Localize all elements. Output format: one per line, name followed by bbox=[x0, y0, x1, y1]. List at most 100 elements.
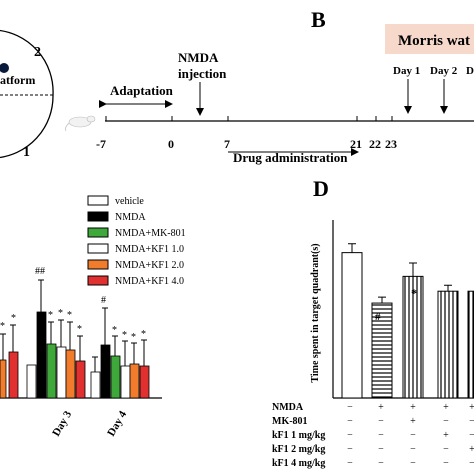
table-cell: − bbox=[410, 430, 416, 441]
bar-kf1-2 bbox=[129, 363, 140, 399]
star-label: * bbox=[112, 325, 117, 336]
quadrant-2-label: 2 bbox=[34, 45, 41, 60]
legend-swatch-vehicle bbox=[87, 195, 109, 206]
table-cell: − bbox=[347, 444, 353, 455]
tick-7: 7 bbox=[224, 137, 230, 151]
table-cell: − bbox=[378, 430, 384, 441]
panel-b-letter: B bbox=[311, 7, 326, 32]
star-label: * bbox=[48, 310, 53, 321]
row-label-nmda: NMDA bbox=[272, 402, 304, 413]
bar-vehicle bbox=[26, 364, 37, 399]
legend-mk801: NMDA+MK-801 bbox=[115, 228, 186, 239]
bars-left-group: * * bbox=[0, 313, 19, 399]
day-partial-label: D bbox=[466, 65, 474, 77]
table-cell: − bbox=[347, 458, 353, 469]
legend-swatch-kf1-1 bbox=[87, 243, 109, 254]
platform-dot bbox=[0, 63, 9, 73]
tick-0: 0 bbox=[168, 137, 174, 151]
table-cell: − bbox=[469, 416, 474, 427]
legend-swatch-kf1-2 bbox=[87, 259, 109, 270]
treatment-table: NMDA MK-801 kF1 1 mg/kg kF1 2 mg/kg kF1 … bbox=[272, 402, 474, 469]
table-cell: − bbox=[410, 444, 416, 455]
nmda-label: NMDA bbox=[178, 50, 219, 65]
table-cell: + bbox=[410, 402, 416, 413]
table-cell: − bbox=[347, 416, 353, 427]
timeline-ticks bbox=[105, 116, 393, 121]
table-cell: + bbox=[443, 430, 449, 441]
sig-hash: # bbox=[375, 311, 381, 323]
bars-day3: ## * * * * bbox=[26, 266, 86, 399]
y-axis-label: Time spent in target quadrant(s) bbox=[310, 243, 321, 382]
rat-icon bbox=[64, 115, 96, 132]
legend-kf1-4: NMDA+KF1 4.0 bbox=[115, 276, 184, 287]
bar-mk801 bbox=[46, 343, 57, 399]
platform-label: atform bbox=[0, 73, 35, 87]
star-label: * bbox=[77, 324, 82, 335]
legend: vehicle NMDA NMDA+MK-801 NMDA+KF1 1.0 NM… bbox=[87, 195, 186, 287]
panel-d-letter: D bbox=[313, 176, 329, 201]
table-cell: − bbox=[443, 444, 449, 455]
table-cell: − bbox=[378, 416, 384, 427]
panel-a: atform 2 1 bbox=[0, 29, 54, 160]
table-cell: + bbox=[378, 402, 384, 413]
table-cell: + bbox=[443, 402, 449, 413]
bar-kf1-4 bbox=[75, 360, 86, 399]
panel-c: vehicle NMDA NMDA+MK-801 NMDA+KF1 1.0 NM… bbox=[0, 195, 186, 439]
table-cell: − bbox=[347, 402, 353, 413]
d-errorbar-4 bbox=[444, 284, 452, 292]
morris-title: Morris wat bbox=[398, 33, 470, 49]
d-errorbar-3 bbox=[409, 262, 417, 277]
table-cell: + bbox=[410, 416, 416, 427]
legend-swatch-nmda bbox=[87, 211, 109, 222]
sig-hash-day4: # bbox=[101, 295, 106, 306]
bar bbox=[0, 359, 7, 399]
bar-mk801 bbox=[110, 355, 121, 399]
star-label: * bbox=[58, 308, 63, 319]
day1-label: Day 1 bbox=[393, 65, 420, 77]
table-cell: − bbox=[410, 458, 416, 469]
legend-vehicle: vehicle bbox=[115, 196, 144, 207]
panel-d: D Time spent in target quadrant(s) # * N… bbox=[272, 176, 474, 469]
sig-star: * bbox=[411, 286, 417, 300]
row-label-kf1-1: kF1 1 mg/kg bbox=[272, 430, 325, 441]
legend-nmda: NMDA bbox=[115, 212, 146, 223]
bars-day4: # * * * * bbox=[90, 295, 150, 399]
star-label: * bbox=[67, 310, 72, 321]
bar bbox=[8, 351, 19, 399]
adaptation-label: Adaptation bbox=[110, 83, 174, 98]
tick-21: 21 bbox=[350, 137, 362, 151]
injection-label: injection bbox=[178, 66, 227, 81]
day2-label: Day 2 bbox=[430, 65, 458, 77]
row-label-kf1-4: kF1 4 mg/kg bbox=[272, 458, 325, 469]
legend-kf1-1: NMDA+KF1 1.0 bbox=[115, 244, 184, 255]
legend-swatch-mk801 bbox=[87, 227, 109, 238]
bar-nmda bbox=[36, 311, 47, 399]
bar-vehicle bbox=[90, 371, 101, 399]
table-cell: − bbox=[347, 430, 353, 441]
star-label: * bbox=[131, 332, 136, 343]
quadrant-1-label: 1 bbox=[23, 145, 30, 160]
bar-kf1-1 bbox=[56, 346, 67, 399]
table-cell: − bbox=[469, 430, 474, 441]
d-bar-4 bbox=[437, 290, 459, 399]
drug-admin-label: Drug administration bbox=[233, 150, 348, 165]
bar-kf1-4 bbox=[139, 365, 150, 399]
star-label: * bbox=[0, 321, 5, 332]
table-cell: + bbox=[469, 444, 474, 455]
d-errorbar-1 bbox=[348, 243, 356, 253]
table-cell: + bbox=[469, 402, 474, 413]
xtick-day3: Day 3 bbox=[50, 409, 74, 439]
morris-box bbox=[385, 24, 474, 54]
d-bar-5 bbox=[467, 290, 474, 399]
panel-d-bars bbox=[341, 243, 474, 399]
row-label-kf1-2: kF1 2 mg/kg bbox=[272, 444, 325, 455]
d-bar-1 bbox=[341, 252, 363, 399]
bar-kf1-1 bbox=[120, 365, 131, 399]
bar-nmda bbox=[100, 344, 111, 399]
table-cell: − bbox=[443, 416, 449, 427]
sig-hash-day3: ## bbox=[35, 266, 45, 277]
table-cell: − bbox=[378, 444, 384, 455]
table-cell: − bbox=[469, 458, 474, 469]
legend-swatch-kf1-4 bbox=[87, 275, 109, 286]
